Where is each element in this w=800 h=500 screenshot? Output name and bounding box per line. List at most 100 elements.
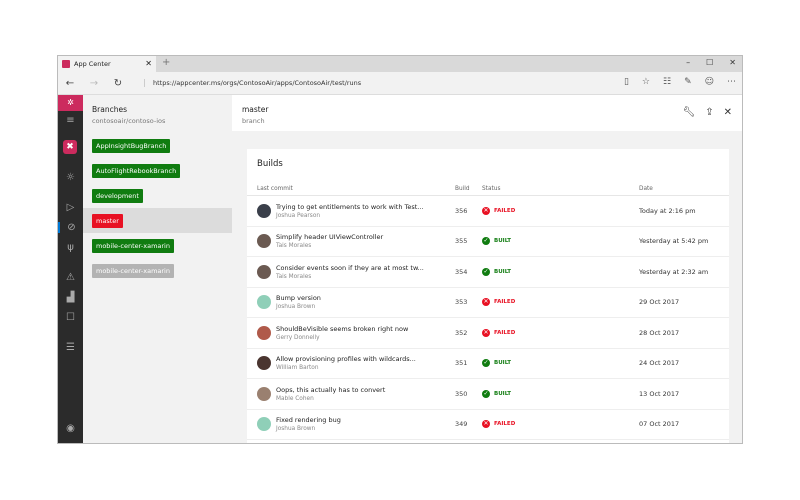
build-date: Yesterday at 2:32 am	[639, 267, 709, 276]
avatar	[257, 295, 271, 310]
build-date: Today at 2:16 pm	[639, 206, 696, 215]
commit-author: Tais Morales	[276, 243, 312, 250]
build-number: 353	[455, 298, 468, 307]
favorite-star-icon[interactable]: ☆	[641, 77, 650, 87]
back-icon[interactable]: ←	[65, 77, 75, 89]
table-row[interactable]: Bump version Joshua Brown 353 ✕ FAILED 29 …	[247, 288, 729, 318]
feedback-smiley-icon[interactable]: ☺	[704, 77, 714, 87]
commit-message: Allow provisioning profiles with wildcar…	[276, 355, 416, 364]
table-row[interactable]: Trying to get entitlements to work with …	[247, 196, 729, 227]
analytics-icon[interactable]: ▟	[66, 292, 75, 303]
branch-item[interactable]: AppInsightBugBranch	[83, 133, 232, 158]
wrench-icon[interactable]: 🔧︎	[682, 107, 696, 118]
commit-message: ShouldBeVisible seems broken right now	[276, 324, 409, 333]
refresh-icon[interactable]: ↻	[113, 77, 123, 89]
col-last-commit: Last commit	[257, 185, 293, 192]
avatar	[257, 264, 271, 279]
test-icon[interactable]: ⊘	[58, 222, 83, 233]
failed-icon: ✕	[482, 298, 490, 307]
main-panel: master branch 🔧︎ ⇪ ✕ Builds Last commit Buil…	[232, 95, 742, 443]
avatar	[257, 386, 271, 401]
failed-icon: ✕	[482, 206, 490, 215]
build-number: 351	[455, 359, 468, 368]
status-badge: BUILT	[494, 390, 512, 397]
app-center-logo-icon	[62, 60, 70, 68]
app-icon[interactable]: ✖	[63, 140, 77, 154]
hamburger-menu-icon[interactable]: ≡	[66, 115, 75, 126]
branch-label: AppInsightBugBranch	[92, 138, 171, 153]
commit-author: William Barton	[276, 365, 319, 372]
build-number: 349	[455, 420, 468, 429]
browser-window: App Center ✕ + – ☐ ✕ ← → ↻ https://appcente…	[57, 55, 743, 444]
failed-icon: ✕	[482, 328, 490, 337]
build-date: 29 Oct 2017	[639, 298, 680, 307]
avatar	[257, 325, 271, 340]
push-icon[interactable]: ☐	[66, 312, 75, 323]
close-tab-icon[interactable]: ✕	[145, 59, 152, 68]
reading-view-icon[interactable]: ▯	[623, 77, 629, 87]
avatar[interactable]: ◉	[66, 423, 75, 434]
app-center-logo-icon[interactable]: ✲	[58, 95, 83, 111]
repo-name: contosoair/contoso-ios	[92, 117, 166, 125]
check-icon: ✓	[482, 389, 490, 398]
build-icon[interactable]: ▷	[66, 202, 75, 213]
commit-author: Tais Morales	[276, 273, 312, 280]
left-nav: ✲ ≡ ✖ ☼ ▷ ⊘ ψ ⚠ ▟ ☐ ☰ ◉	[58, 95, 83, 443]
branch-item[interactable]: master	[83, 208, 232, 233]
build-date: Yesterday at 5:42 pm	[639, 237, 709, 246]
commit-message: Bump version	[276, 294, 321, 303]
branch-item[interactable]: mobile-center-xamarin	[83, 258, 232, 283]
commit-author: Gerry Donnelly	[276, 334, 320, 341]
close-icon[interactable]: ✕	[723, 107, 732, 118]
browser-tab[interactable]: App Center ✕	[58, 56, 156, 72]
build-date: 13 Oct 2017	[639, 389, 680, 398]
new-tab-button[interactable]: +	[162, 57, 171, 68]
col-build: Build	[455, 185, 470, 192]
branch-item[interactable]: mobile-center-xamarin	[83, 233, 232, 258]
builds-card: Builds Last commit Build Status Date Trying…	[247, 149, 729, 443]
status-badge: FAILED	[494, 329, 516, 336]
branch-item[interactable]: development	[83, 183, 232, 208]
maximize-button[interactable]: ☐	[706, 58, 714, 67]
forward-icon[interactable]: →	[89, 77, 99, 89]
table-row[interactable]: Oops, this actually has to convert Mable …	[247, 379, 729, 410]
more-icon[interactable]: ⋯	[727, 77, 736, 87]
distribute-icon[interactable]: ψ	[67, 242, 74, 253]
minimize-button[interactable]: –	[686, 58, 691, 67]
table-row[interactable]: Fixed rendering bug Joshua Brown 349 ✕ FAI…	[247, 410, 729, 440]
build-number: 356	[455, 206, 468, 215]
commit-author: Joshua Brown	[276, 304, 316, 311]
table-header: Last commit Build Status Date	[247, 182, 729, 196]
build-number: 350	[455, 389, 468, 398]
branches-panel: Branches contosoair/contoso-ios AppInsigh…	[83, 95, 232, 443]
status-badge: BUILT	[494, 360, 512, 367]
table-row[interactable]: Simplify header UIViewController Tais Mor…	[247, 227, 729, 257]
commit-message: Oops, this actually has to convert	[276, 385, 386, 394]
build-date: 28 Oct 2017	[639, 328, 680, 337]
table-row[interactable]: Consider events soon if they are at most…	[247, 257, 729, 288]
close-window-button[interactable]: ✕	[729, 58, 736, 67]
web-note-icon[interactable]: ✎	[684, 77, 692, 87]
build-number: 352	[455, 328, 468, 337]
favorites-hub-icon[interactable]: ☷	[662, 77, 672, 87]
status-badge: FAILED	[494, 207, 516, 214]
url-input[interactable]: https://appcenter.ms/orgs/ContosoAir/app…	[144, 79, 361, 87]
branch-title: master	[242, 105, 269, 114]
branch-label: AutoFlightRebookBranch	[92, 163, 181, 178]
avatar	[257, 356, 271, 371]
share-icon[interactable]: ⇪	[705, 107, 714, 118]
commit-message: Trying to get entitlements to work with …	[276, 202, 424, 211]
status-badge: FAILED	[494, 299, 516, 306]
table-row[interactable]: Allow provisioning profiles with wildcar…	[247, 349, 729, 379]
tab-title: App Center	[74, 60, 111, 68]
overview-icon[interactable]: ☼	[66, 172, 75, 183]
branch-label: development	[92, 188, 143, 203]
failed-icon: ✕	[482, 420, 490, 429]
branch-subtitle: branch	[242, 117, 265, 125]
commit-message: Simplify header UIViewController	[276, 233, 384, 242]
branch-item[interactable]: AutoFlightRebookBranch	[83, 158, 232, 183]
address-bar: ← → ↻ https://appcenter.ms/orgs/ContosoA…	[58, 72, 742, 95]
settings-icon[interactable]: ☰	[66, 342, 75, 353]
table-row[interactable]: ShouldBeVisible seems broken right now Ge…	[247, 318, 729, 349]
crashes-icon[interactable]: ⚠	[66, 272, 75, 283]
